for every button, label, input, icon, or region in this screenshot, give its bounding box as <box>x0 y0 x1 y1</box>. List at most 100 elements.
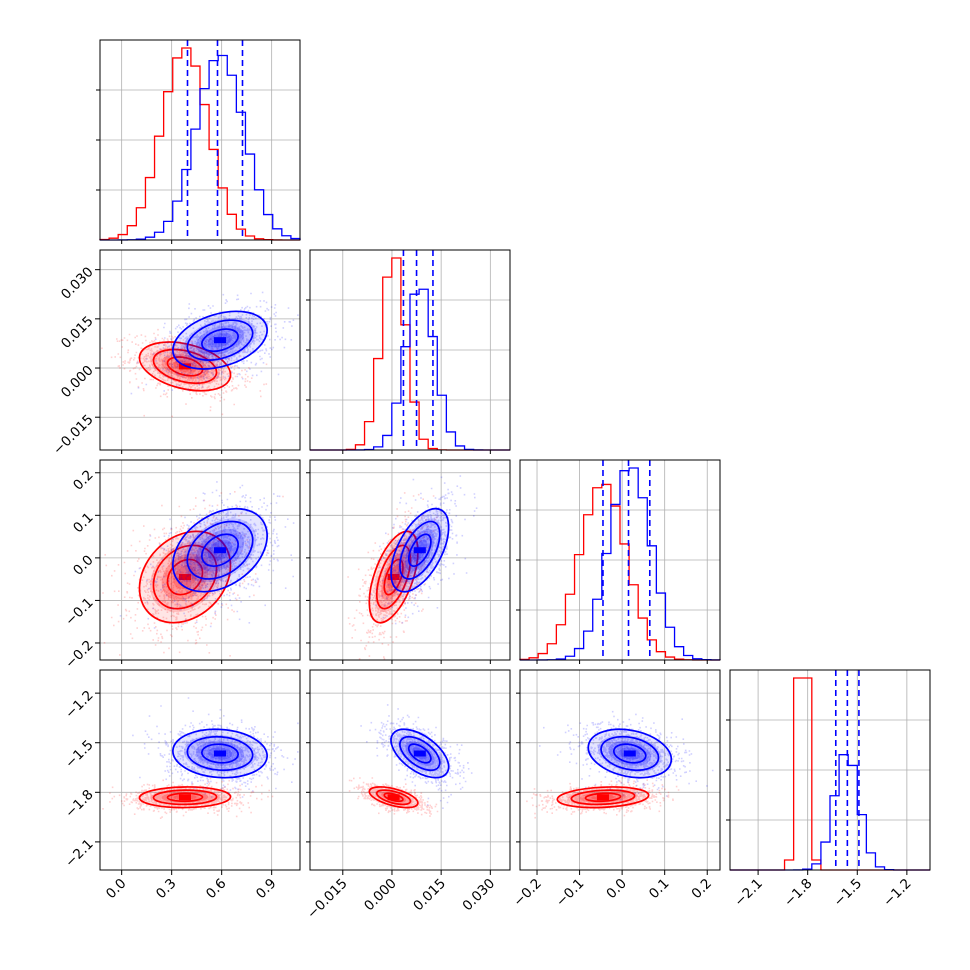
y-axis-1: −0.015 0.000 0.015 0.030 <box>50 264 100 458</box>
x-axis-3: −2.1 −1.8 −1.5 −1.2 <box>731 870 915 910</box>
panel-frame <box>519 459 721 661</box>
density-peak <box>179 574 191 581</box>
x-tick-label: 0.030 <box>460 876 499 915</box>
density-peak <box>413 547 426 554</box>
hist-panel-3 <box>726 669 931 871</box>
x-axis-1: −0.015 0.000 0.015 0.030 <box>304 450 498 922</box>
y-tick-label: 0.0 <box>70 552 97 579</box>
scatter-points-series-1 <box>119 481 295 629</box>
contour-line-2 <box>556 786 650 809</box>
contour-line-0 <box>612 743 647 764</box>
y-tick-label: 0.1 <box>70 510 97 537</box>
x-tick-label: 0.3 <box>153 876 180 903</box>
contour-line-1 <box>186 520 254 580</box>
x-tick-label: 0.2 <box>689 876 716 903</box>
contour-line-1 <box>152 544 218 610</box>
panel-frame <box>99 459 301 661</box>
scatter-points-series-0 <box>347 492 438 660</box>
panel-frame <box>99 669 301 871</box>
scatter-panel-3-2 <box>519 669 721 871</box>
contour-line-2 <box>138 530 232 624</box>
y-tick-label: 0.000 <box>58 362 97 401</box>
density-peak <box>623 750 636 757</box>
x-tick-label: −0.2 <box>510 876 544 910</box>
contour-line-2 <box>138 341 232 392</box>
contour-line-1 <box>186 735 254 772</box>
panel-frame <box>519 669 721 871</box>
panel-content <box>347 475 478 660</box>
contour-line-0 <box>166 356 204 377</box>
contour-line-1 <box>186 319 254 361</box>
y-tick-label: −0.1 <box>62 595 96 629</box>
histogram-series-0 <box>310 257 510 451</box>
histogram-series-1 <box>730 754 930 871</box>
scatter-panel-2-0 <box>99 459 301 661</box>
contour-line-2 <box>368 786 419 809</box>
contour-line-0 <box>201 328 239 353</box>
x-tick-label: 0.1 <box>646 876 673 903</box>
x-tick-label: 0.000 <box>361 876 400 915</box>
histogram-series-1 <box>519 467 721 661</box>
y-axis-3: −2.1 −1.8 −1.5 −1.2 <box>62 687 520 871</box>
x-tick-label: 0.0 <box>603 876 630 903</box>
panel-frame <box>309 459 511 661</box>
y-tick-label: −1.2 <box>62 687 96 721</box>
contour-line-2 <box>172 728 268 779</box>
x-tick-label: −0.1 <box>553 876 587 910</box>
x-tick-label: −1.2 <box>880 876 914 910</box>
contour-line-0 <box>383 792 404 803</box>
density-peak <box>596 794 609 801</box>
panel-content <box>348 704 473 817</box>
y-tick-label: 0.2 <box>70 467 97 494</box>
x-tick-label: −1.5 <box>831 876 865 910</box>
contour-line-2 <box>587 728 673 779</box>
panel-frame <box>729 669 931 871</box>
density-peak <box>387 794 400 801</box>
contour-line-2 <box>368 530 419 624</box>
density-peak <box>179 794 191 801</box>
density-peak <box>214 337 226 344</box>
density-peak <box>214 750 226 757</box>
density-peak <box>214 547 226 554</box>
contour-line-0 <box>201 533 239 568</box>
contour-line-2 <box>172 507 268 593</box>
contour-line-0 <box>407 533 432 568</box>
panel-frame <box>309 669 511 871</box>
x-tick-label: −0.015 <box>304 876 351 923</box>
y-tick-label: −0.015 <box>50 412 97 459</box>
panel-content <box>102 697 299 819</box>
contour-line-1 <box>570 789 636 806</box>
panel-content <box>526 710 714 819</box>
panel-content <box>100 481 295 657</box>
y-tick-label: −1.5 <box>62 737 96 771</box>
contour-line-0 <box>166 792 204 803</box>
panel-content <box>101 291 300 418</box>
contour-line-1 <box>375 789 412 806</box>
contour-line-2 <box>172 310 268 370</box>
y-tick-label: −0.2 <box>62 637 96 671</box>
histogram-series-0 <box>519 483 721 661</box>
contour-line-1 <box>152 789 218 806</box>
contour-line-2 <box>390 507 450 593</box>
contour-line-1 <box>399 520 441 580</box>
contour-line-0 <box>407 743 432 764</box>
y-tick-label: 0.015 <box>58 313 97 352</box>
x-tick-label: 0.0 <box>103 876 130 903</box>
density-peak <box>413 750 426 757</box>
contour-line-1 <box>600 735 660 772</box>
scatter-panel-3-1 <box>309 669 511 871</box>
scatter-panel-2-1 <box>309 459 511 661</box>
histogram-series-0 <box>99 47 301 241</box>
contour-line-0 <box>201 743 239 764</box>
panel-frame <box>99 39 301 241</box>
contour-line-1 <box>399 735 441 772</box>
scatter-points-series-1 <box>360 704 473 809</box>
panel-frame <box>99 249 301 451</box>
contour-line-0 <box>584 792 622 803</box>
x-tick-label: −2.1 <box>731 876 765 910</box>
contour-line-0 <box>166 558 204 596</box>
contour-line-2 <box>390 728 450 779</box>
contour-line-2 <box>138 786 232 809</box>
x-tick-label: −1.8 <box>781 876 815 910</box>
